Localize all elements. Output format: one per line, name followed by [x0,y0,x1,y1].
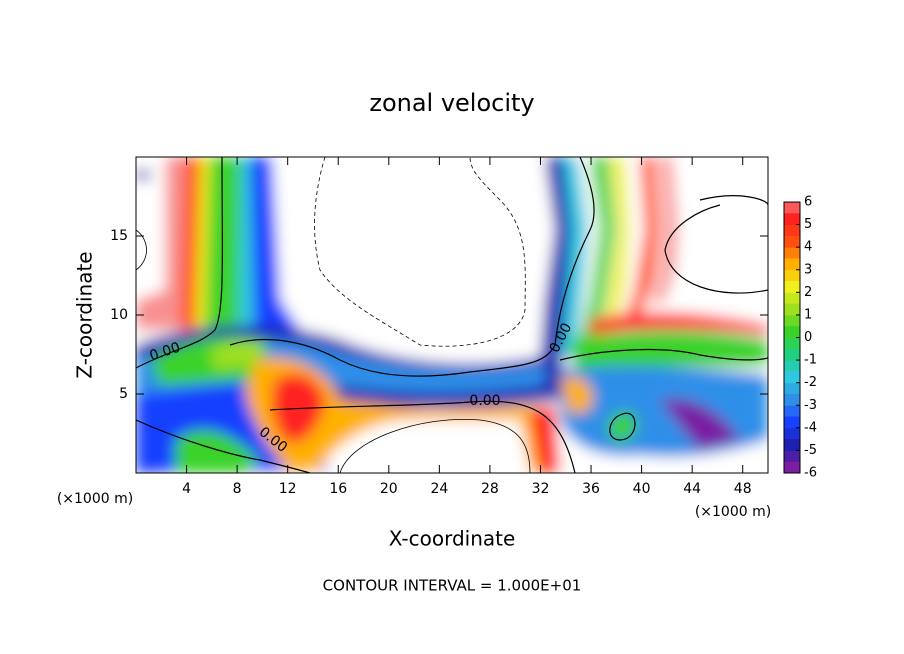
field-region [205,157,242,335]
colorbar-tick-label: 6 [804,195,812,210]
x-tick-label: 16 [329,481,347,497]
field-region [545,157,588,360]
field-region [608,411,637,442]
field-region [560,376,593,415]
field-region [570,330,768,375]
x-tick-label: 4 [182,481,191,497]
colorbar-tick-label: -4 [804,420,817,435]
field-region [640,157,678,305]
field-region [505,157,572,365]
colorbar-tick-label: 0 [804,330,812,345]
field-region [175,429,260,473]
colorbar-tick-label: -1 [804,353,817,368]
x-tick-label: 32 [532,481,550,497]
field-region [610,157,660,320]
x-tick-label: 48 [734,481,752,497]
colorbar-segment [784,292,800,304]
field-region [660,399,740,450]
x-tick-label: 24 [430,481,448,497]
contour-line [136,419,311,473]
field-region [530,405,560,473]
colorbar-segment [784,337,800,349]
filled-field [136,157,768,473]
colorbar-segment [784,382,800,394]
colorbar-tick-label: 2 [804,285,812,300]
contour-line [314,157,526,347]
contour-line [229,157,595,377]
colorbar-tick-label: -3 [804,398,817,413]
field-region [590,157,630,340]
colorbar-segment [784,202,800,214]
y-tick-label: 15 [110,228,128,244]
field-region [560,365,768,457]
colorbar-tick-label: 5 [804,217,812,232]
field-region [136,170,150,180]
x-tick-label: 36 [582,481,600,497]
contour-line [136,157,224,369]
contour-line [664,195,768,294]
colorbar-segment [784,427,800,440]
field-region [562,157,615,355]
x-unit: (×1000 m) [57,491,133,507]
contour-line [559,348,768,361]
colorbar-tick-label: -5 [804,443,817,458]
x-tick-label: 44 [683,481,701,497]
colorbar-segment [784,247,800,259]
y-tick-label: 10 [110,307,128,323]
colorbar-tick-label: 4 [804,240,812,255]
footer-note: CONTOUR INTERVAL = 1.000E+01 [323,577,582,595]
colorbar-segment [784,224,800,236]
colorbar-tick-label: 1 [804,307,812,322]
chart-title: zonal velocity [369,89,534,117]
x-tick-label: 28 [481,481,499,497]
contour-line [609,412,636,441]
y-tick-label: 5 [119,386,128,402]
field-region [245,357,550,473]
colorbar-segment [784,269,800,282]
x-tick-label: 20 [380,481,398,497]
colorbar-segment [784,405,800,417]
contour-line [339,418,531,473]
x-tick-label: 40 [633,481,651,497]
colorbar-tick-label: -2 [804,375,817,390]
y-axis-label: Z-coordinate [73,251,97,378]
colorbar-segment [784,450,800,462]
contour-line [269,400,576,473]
field-region [590,312,768,335]
contour-lines [136,157,768,473]
field-region [210,340,265,370]
x-axis-label: X-coordinate [389,527,516,551]
x-tick-label: 12 [279,481,297,497]
colorbar-tick-label: 3 [804,262,812,277]
contour-line [136,229,147,271]
colorbar-segment [784,314,800,327]
field-region [250,157,300,340]
contour-label: 0.00 [469,393,500,409]
colorbar-tick-label: -6 [804,466,817,481]
x-unit: (×1000 m) [695,504,771,520]
colorbar-segment [784,360,800,372]
x-tick-label: 8 [233,481,242,497]
